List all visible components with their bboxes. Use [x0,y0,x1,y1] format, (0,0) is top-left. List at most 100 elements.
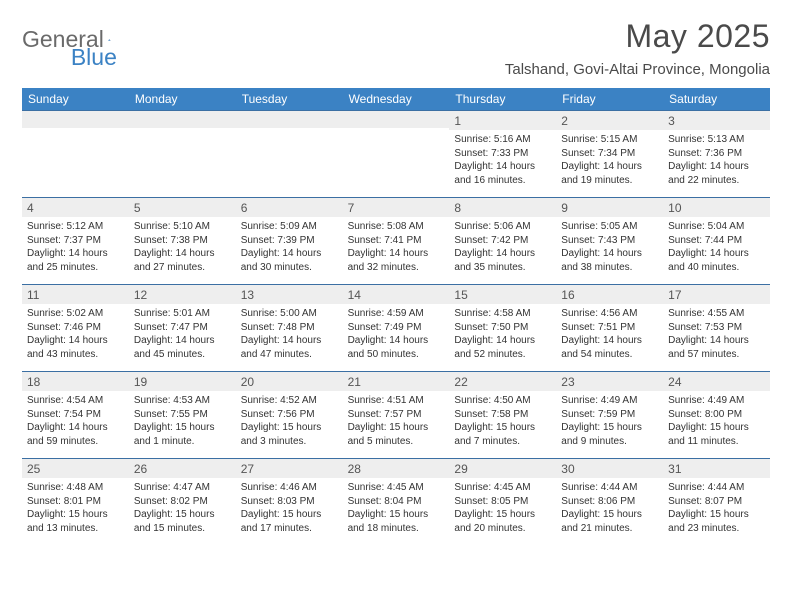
sunset-text: Sunset: 8:00 PM [668,408,765,422]
sunrise-text: Sunrise: 4:49 AM [668,394,765,408]
dow-thursday: Thursday [449,88,556,110]
day-number: 3 [663,111,770,130]
sunrise-text: Sunrise: 4:48 AM [27,481,124,495]
daylight-text: Daylight: 14 hours and 40 minutes. [668,247,765,274]
day-number: 7 [343,198,450,217]
daylight-text: Daylight: 14 hours and 59 minutes. [27,421,124,448]
day-number: 10 [663,198,770,217]
day-number: 5 [129,198,236,217]
daylight-text: Daylight: 15 hours and 5 minutes. [348,421,445,448]
page-title: May 2025 [505,18,770,55]
sunset-text: Sunset: 7:38 PM [134,234,231,248]
dow-saturday: Saturday [663,88,770,110]
sunset-text: Sunset: 7:36 PM [668,147,765,161]
day-cell: 11Sunrise: 5:02 AMSunset: 7:46 PMDayligh… [22,285,129,371]
day-number [22,111,129,128]
sunrise-text: Sunrise: 5:10 AM [134,220,231,234]
sunset-text: Sunset: 7:46 PM [27,321,124,335]
day-number [236,111,343,128]
daylight-text: Daylight: 14 hours and 47 minutes. [241,334,338,361]
daylight-text: Daylight: 15 hours and 23 minutes. [668,508,765,535]
day-number: 21 [343,372,450,391]
day-cell: 4 Sunrise: 5:12 AMSunset: 7:37 PMDaylight… [22,198,129,284]
day-number: 20 [236,372,343,391]
week-row: 18Sunrise: 4:54 AMSunset: 7:54 PMDayligh… [22,371,770,458]
header: General Blue May 2025 Talshand, Govi-Alt… [22,18,770,78]
sunset-text: Sunset: 8:04 PM [348,495,445,509]
day-cell: 20Sunrise: 4:52 AMSunset: 7:56 PMDayligh… [236,372,343,458]
daylight-text: Daylight: 15 hours and 11 minutes. [668,421,765,448]
day-number: 27 [236,459,343,478]
sunrise-text: Sunrise: 5:06 AM [454,220,551,234]
daylight-text: Daylight: 14 hours and 54 minutes. [561,334,658,361]
sunrise-text: Sunrise: 4:45 AM [454,481,551,495]
daylight-text: Daylight: 14 hours and 32 minutes. [348,247,445,274]
daylight-text: Daylight: 15 hours and 21 minutes. [561,508,658,535]
day-number: 23 [556,372,663,391]
sunset-text: Sunset: 7:41 PM [348,234,445,248]
sunrise-text: Sunrise: 5:00 AM [241,307,338,321]
day-cell: 30Sunrise: 4:44 AMSunset: 8:06 PMDayligh… [556,459,663,545]
sunrise-text: Sunrise: 5:13 AM [668,133,765,147]
day-cell [236,111,343,197]
sunrise-text: Sunrise: 5:08 AM [348,220,445,234]
sunset-text: Sunset: 7:37 PM [27,234,124,248]
daylight-text: Daylight: 15 hours and 9 minutes. [561,421,658,448]
daylight-text: Daylight: 14 hours and 25 minutes. [27,247,124,274]
day-cell: 7 Sunrise: 5:08 AMSunset: 7:41 PMDaylight… [343,198,450,284]
sunset-text: Sunset: 7:44 PM [668,234,765,248]
sunset-text: Sunset: 7:34 PM [561,147,658,161]
day-cell: 12Sunrise: 5:01 AMSunset: 7:47 PMDayligh… [129,285,236,371]
daylight-text: Daylight: 15 hours and 15 minutes. [134,508,231,535]
sunset-text: Sunset: 7:33 PM [454,147,551,161]
daylight-text: Daylight: 15 hours and 20 minutes. [454,508,551,535]
dow-monday: Monday [129,88,236,110]
day-cell: 13 Sunrise: 5:00 AMSunset: 7:48 PMDayligh… [236,285,343,371]
dow-header-row: Sunday Monday Tuesday Wednesday Thursday… [22,88,770,110]
sunset-text: Sunset: 7:58 PM [454,408,551,422]
sunset-text: Sunset: 7:59 PM [561,408,658,422]
sunset-text: Sunset: 7:42 PM [454,234,551,248]
day-number [129,111,236,128]
week-row: 1Sunrise: 5:16 AMSunset: 7:33 PMDaylight… [22,110,770,197]
sunrise-text: Sunrise: 5:02 AM [27,307,124,321]
sunrise-text: Sunrise: 4:50 AM [454,394,551,408]
sunset-text: Sunset: 7:48 PM [241,321,338,335]
sunset-text: Sunset: 7:47 PM [134,321,231,335]
day-number: 4 [22,198,129,217]
daylight-text: Daylight: 14 hours and 38 minutes. [561,247,658,274]
sunset-text: Sunset: 8:01 PM [27,495,124,509]
weeks-container: 1Sunrise: 5:16 AMSunset: 7:33 PMDaylight… [22,110,770,545]
daylight-text: Daylight: 14 hours and 35 minutes. [454,247,551,274]
day-cell: 15Sunrise: 4:58 AMSunset: 7:50 PMDayligh… [449,285,556,371]
sunrise-text: Sunrise: 5:01 AM [134,307,231,321]
day-number: 8 [449,198,556,217]
day-cell: 8 Sunrise: 5:06 AMSunset: 7:42 PMDaylight… [449,198,556,284]
sunset-text: Sunset: 7:49 PM [348,321,445,335]
sunrise-text: Sunrise: 5:12 AM [27,220,124,234]
week-row: 11Sunrise: 5:02 AMSunset: 7:46 PMDayligh… [22,284,770,371]
day-number: 15 [449,285,556,304]
dow-sunday: Sunday [22,88,129,110]
day-number: 30 [556,459,663,478]
sunrise-text: Sunrise: 5:09 AM [241,220,338,234]
sunrise-text: Sunrise: 5:15 AM [561,133,658,147]
day-number: 24 [663,372,770,391]
sunset-text: Sunset: 7:53 PM [668,321,765,335]
sunrise-text: Sunrise: 4:44 AM [668,481,765,495]
sunset-text: Sunset: 8:02 PM [134,495,231,509]
daylight-text: Daylight: 15 hours and 3 minutes. [241,421,338,448]
sunrise-text: Sunrise: 4:55 AM [668,307,765,321]
calendar: Sunday Monday Tuesday Wednesday Thursday… [22,88,770,545]
day-number: 13 [236,285,343,304]
day-number: 18 [22,372,129,391]
daylight-text: Daylight: 14 hours and 30 minutes. [241,247,338,274]
sunrise-text: Sunrise: 5:16 AM [454,133,551,147]
sunrise-text: Sunrise: 5:04 AM [668,220,765,234]
day-number: 19 [129,372,236,391]
day-cell: 27Sunrise: 4:46 AMSunset: 8:03 PMDayligh… [236,459,343,545]
dow-friday: Friday [556,88,663,110]
day-cell: 18Sunrise: 4:54 AMSunset: 7:54 PMDayligh… [22,372,129,458]
sunset-text: Sunset: 7:55 PM [134,408,231,422]
day-cell: 9Sunrise: 5:05 AMSunset: 7:43 PMDaylight… [556,198,663,284]
